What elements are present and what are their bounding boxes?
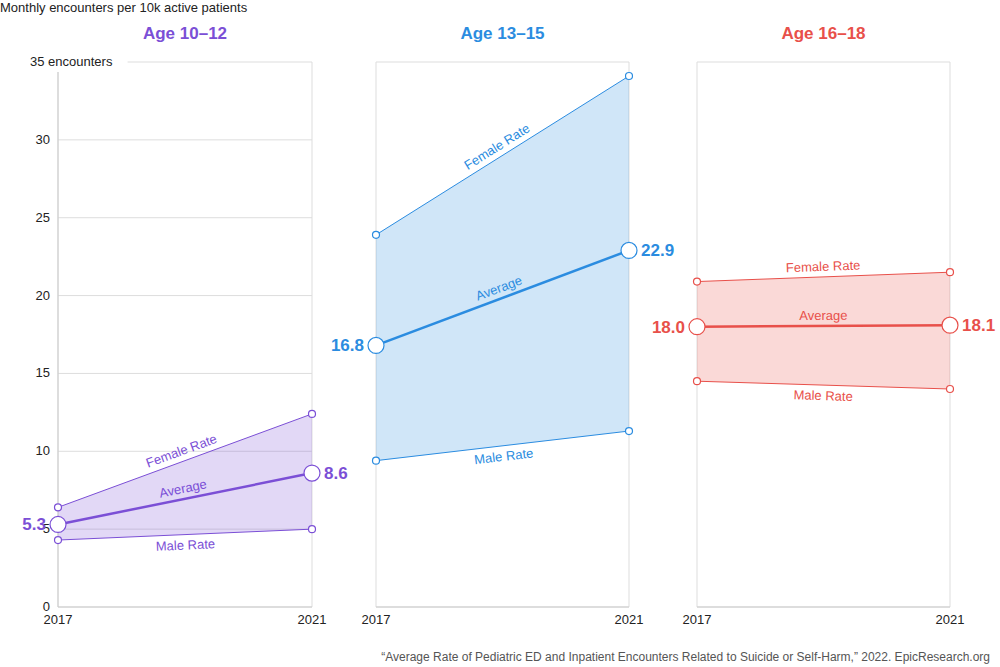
svg-text:2021: 2021	[936, 612, 965, 627]
svg-text:Male Rate: Male Rate	[473, 445, 534, 467]
html-text:Age 10–12: Age 10–12	[142, 24, 228, 43]
svg-text:10: 10	[36, 443, 50, 458]
svg-text:Average: Average	[474, 273, 524, 304]
svg-text:18.0: 18.0	[652, 318, 685, 337]
svg-text:Average: Average	[799, 308, 847, 323]
svg-text:8.6: 8.6	[324, 464, 348, 483]
svg-text:2021: 2021	[298, 612, 327, 627]
svg-text:30: 30	[36, 132, 50, 147]
svg-text:25: 25	[36, 210, 50, 225]
svg-text:20: 20	[36, 288, 50, 303]
svg-text:0: 0	[43, 599, 50, 614]
svg-text:22.9: 22.9	[641, 241, 674, 260]
html-text:“Average Rate of Pediatric ED: “Average Rate of Pediatric ED and Inpati…	[381, 650, 990, 664]
html-text:Age 16–18: Age 16–18	[781, 24, 866, 43]
svg-text:15: 15	[36, 365, 50, 380]
html-text:Age 13–15: Age 13–15	[460, 24, 545, 43]
svg-text:16.8: 16.8	[331, 336, 364, 355]
html-text:Monthly encounters per 10k act: Monthly encounters per 10k active patien…	[0, 0, 248, 15]
svg-text:Female Rate: Female Rate	[461, 120, 532, 172]
svg-text:Female Rate: Female Rate	[144, 431, 219, 471]
svg-text:2021: 2021	[615, 612, 644, 627]
svg-text:Male Rate: Male Rate	[793, 387, 853, 404]
svg-text:18.1: 18.1	[962, 316, 992, 335]
svg-text:5.3: 5.3	[22, 515, 46, 534]
svg-text:2017: 2017	[44, 612, 73, 627]
svg-text:2017: 2017	[362, 612, 391, 627]
svg-text:Average: Average	[158, 476, 208, 500]
svg-text:Male Rate: Male Rate	[156, 536, 216, 554]
svg-text:Female Rate: Female Rate	[786, 258, 861, 276]
svg-text:35 encounters: 35 encounters	[30, 54, 113, 69]
svg-text:2017: 2017	[683, 612, 712, 627]
